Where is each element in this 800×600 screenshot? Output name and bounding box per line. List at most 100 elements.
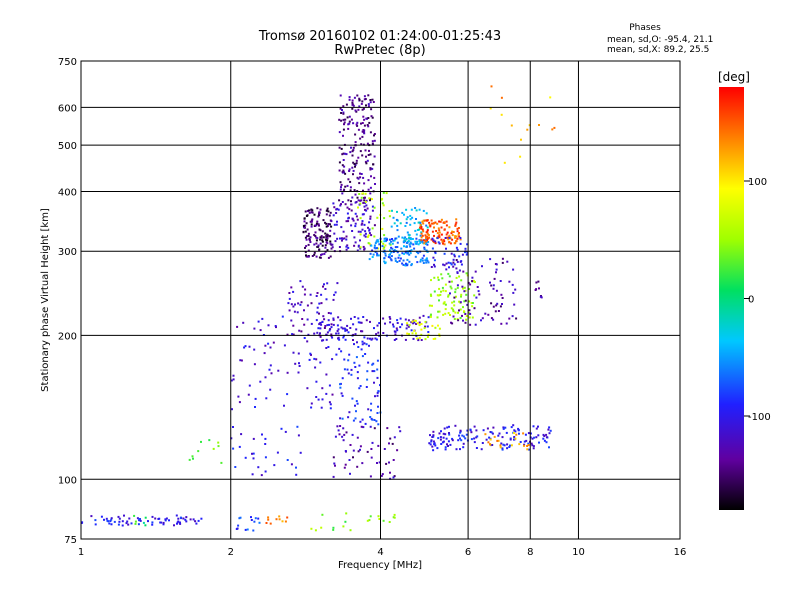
data-point — [526, 128, 529, 131]
data-point — [396, 251, 399, 254]
data-point — [465, 318, 468, 321]
data-point — [480, 448, 483, 451]
data-point — [354, 201, 357, 204]
data-point — [514, 437, 517, 440]
data-point — [407, 325, 410, 328]
data-point — [317, 215, 320, 218]
data-point — [490, 317, 493, 320]
data-point — [334, 240, 337, 243]
data-point — [368, 258, 371, 261]
data-point — [369, 337, 371, 340]
data-point — [373, 224, 376, 227]
data-point — [325, 338, 328, 341]
data-point — [367, 125, 370, 128]
data-point — [445, 220, 448, 223]
data-point — [517, 429, 520, 432]
data-point — [391, 242, 394, 245]
data-point — [288, 292, 291, 294]
data-point — [351, 433, 354, 436]
data-point — [415, 218, 417, 220]
data-point — [438, 432, 441, 435]
data-point — [343, 358, 346, 361]
data-point — [319, 238, 322, 241]
data-point — [462, 435, 465, 438]
data-point — [401, 211, 404, 214]
data-point — [259, 329, 262, 332]
data-point — [364, 200, 367, 203]
data-point — [407, 240, 410, 242]
data-point — [396, 210, 398, 213]
data-point — [359, 420, 362, 423]
data-point — [345, 238, 348, 241]
data-point — [419, 258, 422, 261]
data-point — [361, 340, 364, 343]
data-point — [313, 234, 316, 236]
data-point — [490, 302, 493, 305]
data-point — [464, 299, 467, 302]
data-point — [489, 281, 491, 284]
data-point — [335, 223, 338, 226]
data-point — [333, 462, 336, 465]
data-point — [117, 515, 120, 518]
data-point — [350, 118, 353, 121]
data-point — [422, 222, 425, 225]
data-point — [319, 208, 322, 211]
data-point — [356, 94, 359, 97]
data-point — [424, 234, 427, 237]
data-point — [253, 520, 256, 523]
data-point — [431, 436, 434, 438]
data-point — [452, 308, 455, 311]
data-point — [275, 326, 277, 329]
data-point — [351, 150, 354, 153]
data-point — [408, 234, 411, 237]
data-point — [404, 225, 407, 227]
data-point — [341, 435, 344, 438]
data-point — [273, 464, 276, 467]
data-point — [94, 519, 97, 522]
data-point — [342, 111, 345, 114]
data-point — [377, 405, 379, 408]
data-point — [368, 229, 371, 232]
data-point — [335, 212, 338, 214]
data-point — [448, 226, 451, 229]
data-point — [325, 392, 328, 395]
data-point — [197, 519, 200, 522]
data-point — [354, 109, 357, 112]
data-point — [382, 204, 385, 207]
data-point — [348, 459, 351, 461]
data-point — [443, 228, 446, 231]
data-point — [320, 526, 323, 529]
data-point — [394, 246, 397, 249]
data-point — [369, 425, 372, 428]
data-point — [448, 266, 450, 269]
data-point — [426, 226, 429, 229]
data-point — [462, 306, 464, 309]
data-point — [357, 156, 360, 159]
data-point — [451, 238, 454, 241]
data-point — [371, 98, 374, 101]
data-point — [358, 105, 361, 108]
data-point — [437, 437, 440, 440]
data-point — [494, 310, 497, 313]
data-point — [406, 332, 409, 335]
data-point — [326, 242, 329, 245]
data-point — [231, 408, 233, 411]
data-point — [354, 417, 357, 420]
data-point — [428, 221, 431, 224]
data-point — [343, 121, 346, 124]
data-point — [357, 128, 360, 131]
data-point — [349, 151, 352, 154]
data-point — [310, 402, 313, 405]
data-point — [363, 199, 366, 202]
data-point — [447, 440, 450, 443]
data-point — [346, 184, 349, 187]
data-point — [418, 221, 421, 224]
data-point — [373, 235, 376, 238]
data-point — [332, 202, 335, 205]
data-point — [433, 263, 435, 266]
data-point — [361, 192, 364, 195]
data-point — [386, 427, 389, 430]
data-point — [348, 115, 351, 118]
data-point — [252, 529, 255, 532]
data-point — [444, 446, 447, 449]
